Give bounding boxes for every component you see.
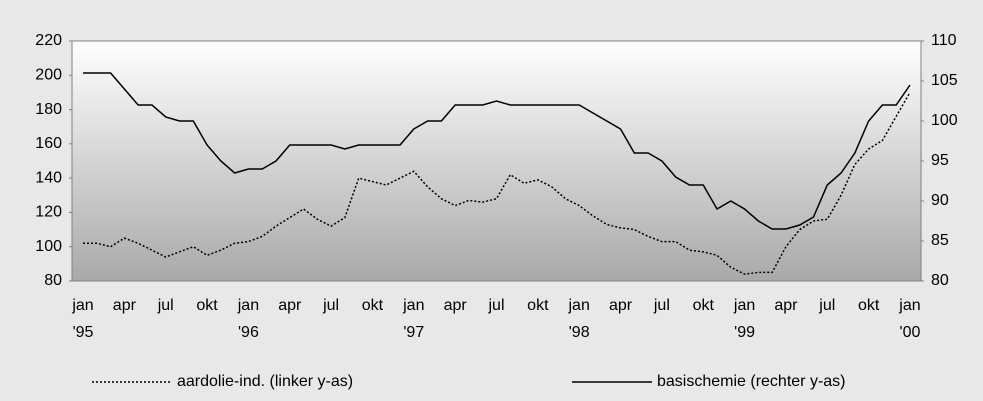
x-tick-label: jul <box>818 297 835 314</box>
x-tick-label: apr <box>444 297 468 314</box>
y-tick-label: 220 <box>35 32 62 49</box>
series-line <box>83 92 911 275</box>
x-tick-label: jan <box>71 297 93 314</box>
y-tick-label: 120 <box>35 204 62 221</box>
x-tick-label: jul <box>653 297 670 314</box>
y2-tick-label: 100 <box>931 112 958 129</box>
x-tick-label: jan <box>568 297 590 314</box>
x-year-label: '96 <box>238 324 259 341</box>
y-tick-label: 100 <box>35 238 62 255</box>
x-tick-label: apr <box>278 297 302 314</box>
y-tick-label: 160 <box>35 135 62 152</box>
x-tick-label: jul <box>157 297 174 314</box>
x-year-label: '98 <box>569 324 590 341</box>
x-tick-label: jan <box>237 297 259 314</box>
x-year-label: '99 <box>734 324 755 341</box>
y-tick-label: 180 <box>35 101 62 118</box>
plot-area <box>71 40 922 282</box>
x-tick-label: jul <box>322 297 339 314</box>
x-tick-label: apr <box>113 297 137 314</box>
y-tick-label: 200 <box>35 67 62 84</box>
y2-tick-label: 80 <box>931 272 949 289</box>
y-tick-label: 80 <box>44 272 62 289</box>
x-year-label: '00 <box>900 324 921 341</box>
y-tick-label: 140 <box>35 169 62 186</box>
legend-label: basischemie (rechter y-as) <box>657 373 846 390</box>
y2-tick-label: 105 <box>931 72 958 89</box>
x-tick-label: apr <box>609 297 633 314</box>
x-tick-label: jul <box>487 297 504 314</box>
x-tick-label: apr <box>774 297 798 314</box>
x-tick-label: okt <box>362 297 384 314</box>
x-tick-label: jan <box>733 297 755 314</box>
x-tick-label: okt <box>196 297 218 314</box>
y2-tick-label: 110 <box>931 32 957 49</box>
x-year-label: '97 <box>403 324 424 341</box>
legend-label: aardolie-ind. (linker y-as) <box>177 373 353 390</box>
x-tick-label: okt <box>693 297 715 314</box>
x-tick-label: okt <box>527 297 549 314</box>
series-line <box>83 72 911 230</box>
x-tick-label: jan <box>898 297 920 314</box>
y2-tick-label: 90 <box>931 192 949 209</box>
x-tick-label: jan <box>402 297 424 314</box>
x-tick-label: okt <box>858 297 880 314</box>
y2-tick-label: 85 <box>931 232 949 249</box>
y2-tick-label: 95 <box>931 152 949 169</box>
x-year-label: '95 <box>73 324 94 341</box>
